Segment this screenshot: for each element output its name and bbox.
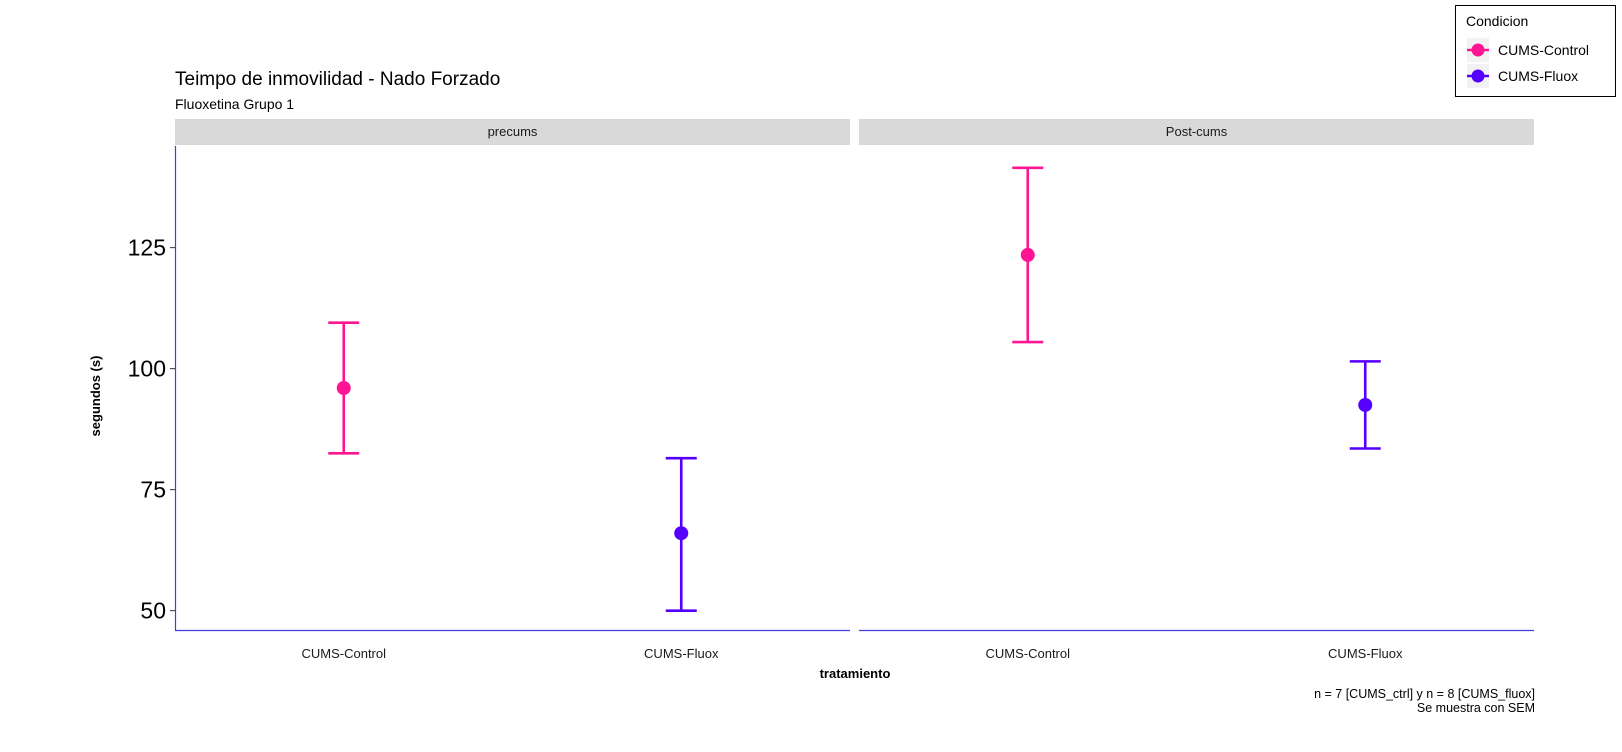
mean-point — [1358, 397, 1373, 412]
facet-strip — [859, 119, 1534, 145]
x-tick-label: CUMS-Control — [301, 646, 386, 661]
facet-panels: precums CUMS-Control CUMS-Fluox Post-cums CU… — [175, 119, 1534, 661]
facet-post-cums: Post-cums CUMS-Control CUMS-Fluox — [859, 119, 1534, 661]
x-tick-label: CUMS-Fluox — [1328, 646, 1403, 661]
y-tick-label: 100 — [128, 356, 166, 382]
errorbar-cums-control — [1012, 166, 1044, 344]
caption-line-2: Se muestra con SEM — [1417, 701, 1535, 715]
mean-point — [1020, 247, 1035, 262]
chart-title: Teimpo de inmovilidad - Nado Forzado — [175, 69, 500, 90]
legend-entries: CUMS-Control CUMS-Fluox — [1467, 38, 1589, 88]
y-axis: 50 75 100 125 — [128, 146, 177, 630]
x-tick-label: CUMS-Control — [985, 646, 1070, 661]
legend-key-point — [1471, 43, 1485, 57]
mean-point — [336, 381, 351, 395]
legend-label: CUMS-Fluox — [1498, 68, 1578, 84]
legend-entry-cums-fluox: CUMS-Fluox — [1467, 64, 1578, 88]
y-tick-label: 125 — [128, 235, 166, 261]
legend: Condicion CUMS-Control CUMS-Fluox — [1455, 5, 1616, 97]
errorbar-cums-fluox — [665, 456, 697, 612]
legend-title: Condicion — [1466, 13, 1528, 29]
errorbar-cums-fluox — [1349, 360, 1381, 450]
x-axis-title: tratamiento — [820, 666, 891, 681]
x-tick-label: CUMS-Fluox — [644, 646, 719, 661]
legend-key-point — [1471, 69, 1485, 83]
y-tick-label: 50 — [140, 598, 166, 624]
caption-line-1: n = 7 [CUMS_ctrl] y n = 8 [CUMS_fluox] — [1314, 687, 1535, 701]
facet-strip-label: Post-cums — [1166, 124, 1228, 139]
mean-point — [674, 526, 689, 541]
facet-strip — [175, 119, 850, 145]
y-tick-label: 75 — [140, 477, 166, 503]
legend-entry-cums-control: CUMS-Control — [1467, 38, 1589, 62]
legend-label: CUMS-Control — [1498, 42, 1589, 58]
errorbar-cums-control — [328, 321, 360, 455]
chart-subtitle: Fluoxetina Grupo 1 — [175, 96, 294, 112]
y-axis-title: segundos (s) — [88, 356, 103, 437]
facet-strip-label: precums — [488, 124, 538, 139]
facet-precums: precums CUMS-Control CUMS-Fluox — [175, 119, 850, 661]
